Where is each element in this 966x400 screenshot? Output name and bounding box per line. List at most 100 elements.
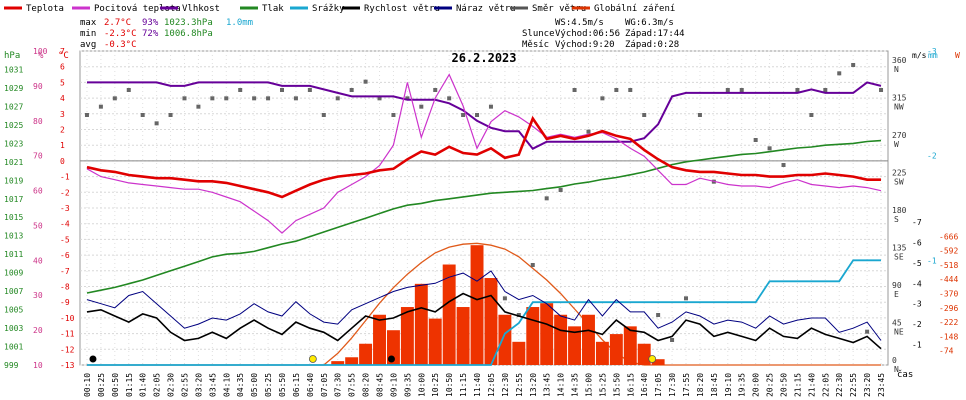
wind-direction-point [210, 96, 215, 101]
wind-direction-point [140, 113, 145, 117]
temp-tick-label: -12 [60, 345, 75, 354]
radiation-bar [651, 359, 665, 365]
wind-direction-point [586, 129, 591, 134]
wind-dir-tick-label: 270 [892, 131, 907, 140]
x-tick-label: 01:40 [139, 373, 148, 397]
info-moon-label: Měsíc [522, 40, 549, 50]
legend-item: Rychlost větru [342, 4, 440, 14]
pressure-tick-label: 1023 [4, 139, 23, 148]
x-tick-label: 07:05 [320, 373, 329, 397]
legend-label: Teplota [26, 4, 64, 14]
radiation-bar [512, 341, 526, 365]
temp-tick-label: -2 [60, 188, 70, 197]
radiation-bar [609, 334, 623, 365]
humidity-tick-label: 30 [33, 291, 43, 300]
temp-tick-label: -5 [60, 235, 70, 244]
wind-direction-point [628, 88, 633, 92]
wind-direction-point [530, 263, 535, 267]
x-tick-label: 05:50 [278, 373, 287, 397]
legend-label: Náraz větru [456, 4, 516, 14]
humidity-tick-label: 50 [33, 221, 43, 230]
humidity-tick-label: 70 [33, 152, 43, 161]
x-tick-label: 15:50 [612, 373, 621, 397]
x-tick-label: 13:45 [543, 373, 552, 397]
wind-direction-point [614, 88, 619, 92]
humidity-tick-label: 90 [33, 82, 43, 91]
series-wind-direction [84, 63, 884, 342]
series-theoretical-radiation [87, 242, 881, 366]
pressure-tick-label: 1025 [4, 121, 23, 130]
radiation-bar [595, 341, 609, 365]
humidity-tick-label: 80 [33, 117, 43, 126]
wind-direction-point [405, 96, 410, 101]
radiation-bar [554, 314, 568, 365]
info-ws: WS:4.5m/s [555, 18, 604, 28]
pressure-tick-label: 1007 [4, 287, 23, 296]
temp-tick-label: 1 [60, 141, 65, 150]
wind-dir-tick-label: 45 [892, 319, 902, 328]
wind-direction-point [656, 313, 661, 317]
x-tick-label: 07:30 [334, 373, 343, 397]
temp-tick-label: -9 [60, 298, 70, 307]
x-tick-label: 01:15 [125, 373, 134, 397]
wind-direction-point [725, 88, 730, 92]
wind-dir-tick-label: S [894, 215, 899, 224]
temp-tick-label: -11 [60, 330, 75, 339]
x-tick-label: 22:55 [849, 373, 858, 397]
right-axes: m/s mm W0N45NE90E135SE180S225SW270W315NW36… [892, 47, 960, 374]
info-wg: WG:6.3m/s [625, 18, 674, 28]
pressure-tick-label: 1005 [4, 306, 23, 315]
stat-max-temp: 2.7°C [104, 18, 131, 28]
radiation-bar [400, 307, 414, 365]
pressure-tick-label: 1029 [4, 84, 23, 93]
radiation-bar [484, 278, 498, 365]
x-tick-label: 15:25 [598, 373, 607, 397]
wind-dir-tick-label: W [894, 140, 899, 149]
info-block: WS:4.5m/s WG:6.3m/s Slunce Východ:06:56 Zápa… [522, 18, 685, 50]
radiation-tick-label: -666 [939, 232, 958, 241]
legend-label: Směr větru [532, 4, 586, 14]
wind-dir-tick-label: NE [894, 328, 904, 337]
x-tick-label: 14:35 [571, 373, 580, 397]
wind-dir-tick-label: SE [894, 253, 904, 262]
x-tick-label: 02:55 [180, 373, 189, 397]
wind-dir-tick-label: NW [894, 103, 904, 112]
radiation-tick-label: -518 [939, 261, 958, 270]
x-tick-label: 10:50 [445, 373, 454, 397]
wind-dir-tick-label: 180 [892, 206, 907, 215]
pressure-tick-label: 1027 [4, 102, 23, 111]
x-tick-label: 17:55 [682, 373, 691, 397]
radiation-bar [568, 326, 582, 365]
radiation-bar [470, 245, 484, 365]
pressure-tick-label: 1015 [4, 213, 23, 222]
x-tick-label: 16:40 [640, 373, 649, 397]
rain-tick-label: -1 [927, 256, 937, 265]
pressure-tick-label: 1017 [4, 195, 23, 204]
legend-item: Tlak [240, 4, 284, 14]
legend-item: Teplota [4, 4, 64, 14]
x-tick-label: 00:50 [111, 373, 120, 397]
temp-tick-label: 4 [60, 94, 65, 103]
wind-direction-point [475, 113, 480, 117]
wind-speed-tick-label: -1 [912, 341, 922, 350]
axis-label-ms: m/s [912, 51, 927, 60]
x-tick-label: 18:20 [696, 373, 705, 397]
wind-dir-tick-label: 360 [892, 56, 907, 65]
wind-speed-tick-label: -3 [912, 300, 922, 309]
radiation-bar [498, 314, 512, 365]
wind-direction-point [154, 121, 159, 126]
legend-label: Srážky [312, 4, 345, 14]
x-tick-label: 06:15 [292, 373, 301, 397]
temp-tick-label: 3 [60, 110, 65, 119]
wind-direction-point [196, 104, 201, 109]
wind-direction-point [767, 146, 772, 151]
legend: Teplota Pocitová teplota Vlhkost Tlak Srážky… [4, 4, 675, 14]
legend-item: Pocitová teplota [72, 4, 181, 14]
humidity-tick-label: 10 [33, 361, 43, 370]
pressure-tick-label: 1021 [4, 158, 23, 167]
radiation-bar [623, 326, 637, 365]
left-axes: hPa% °C9991001100310051007100910111013101… [4, 47, 75, 370]
series-feels-like [86, 73, 882, 234]
x-tick-label: 08:20 [362, 373, 371, 397]
x-tick-label: 22:05 [821, 373, 830, 397]
